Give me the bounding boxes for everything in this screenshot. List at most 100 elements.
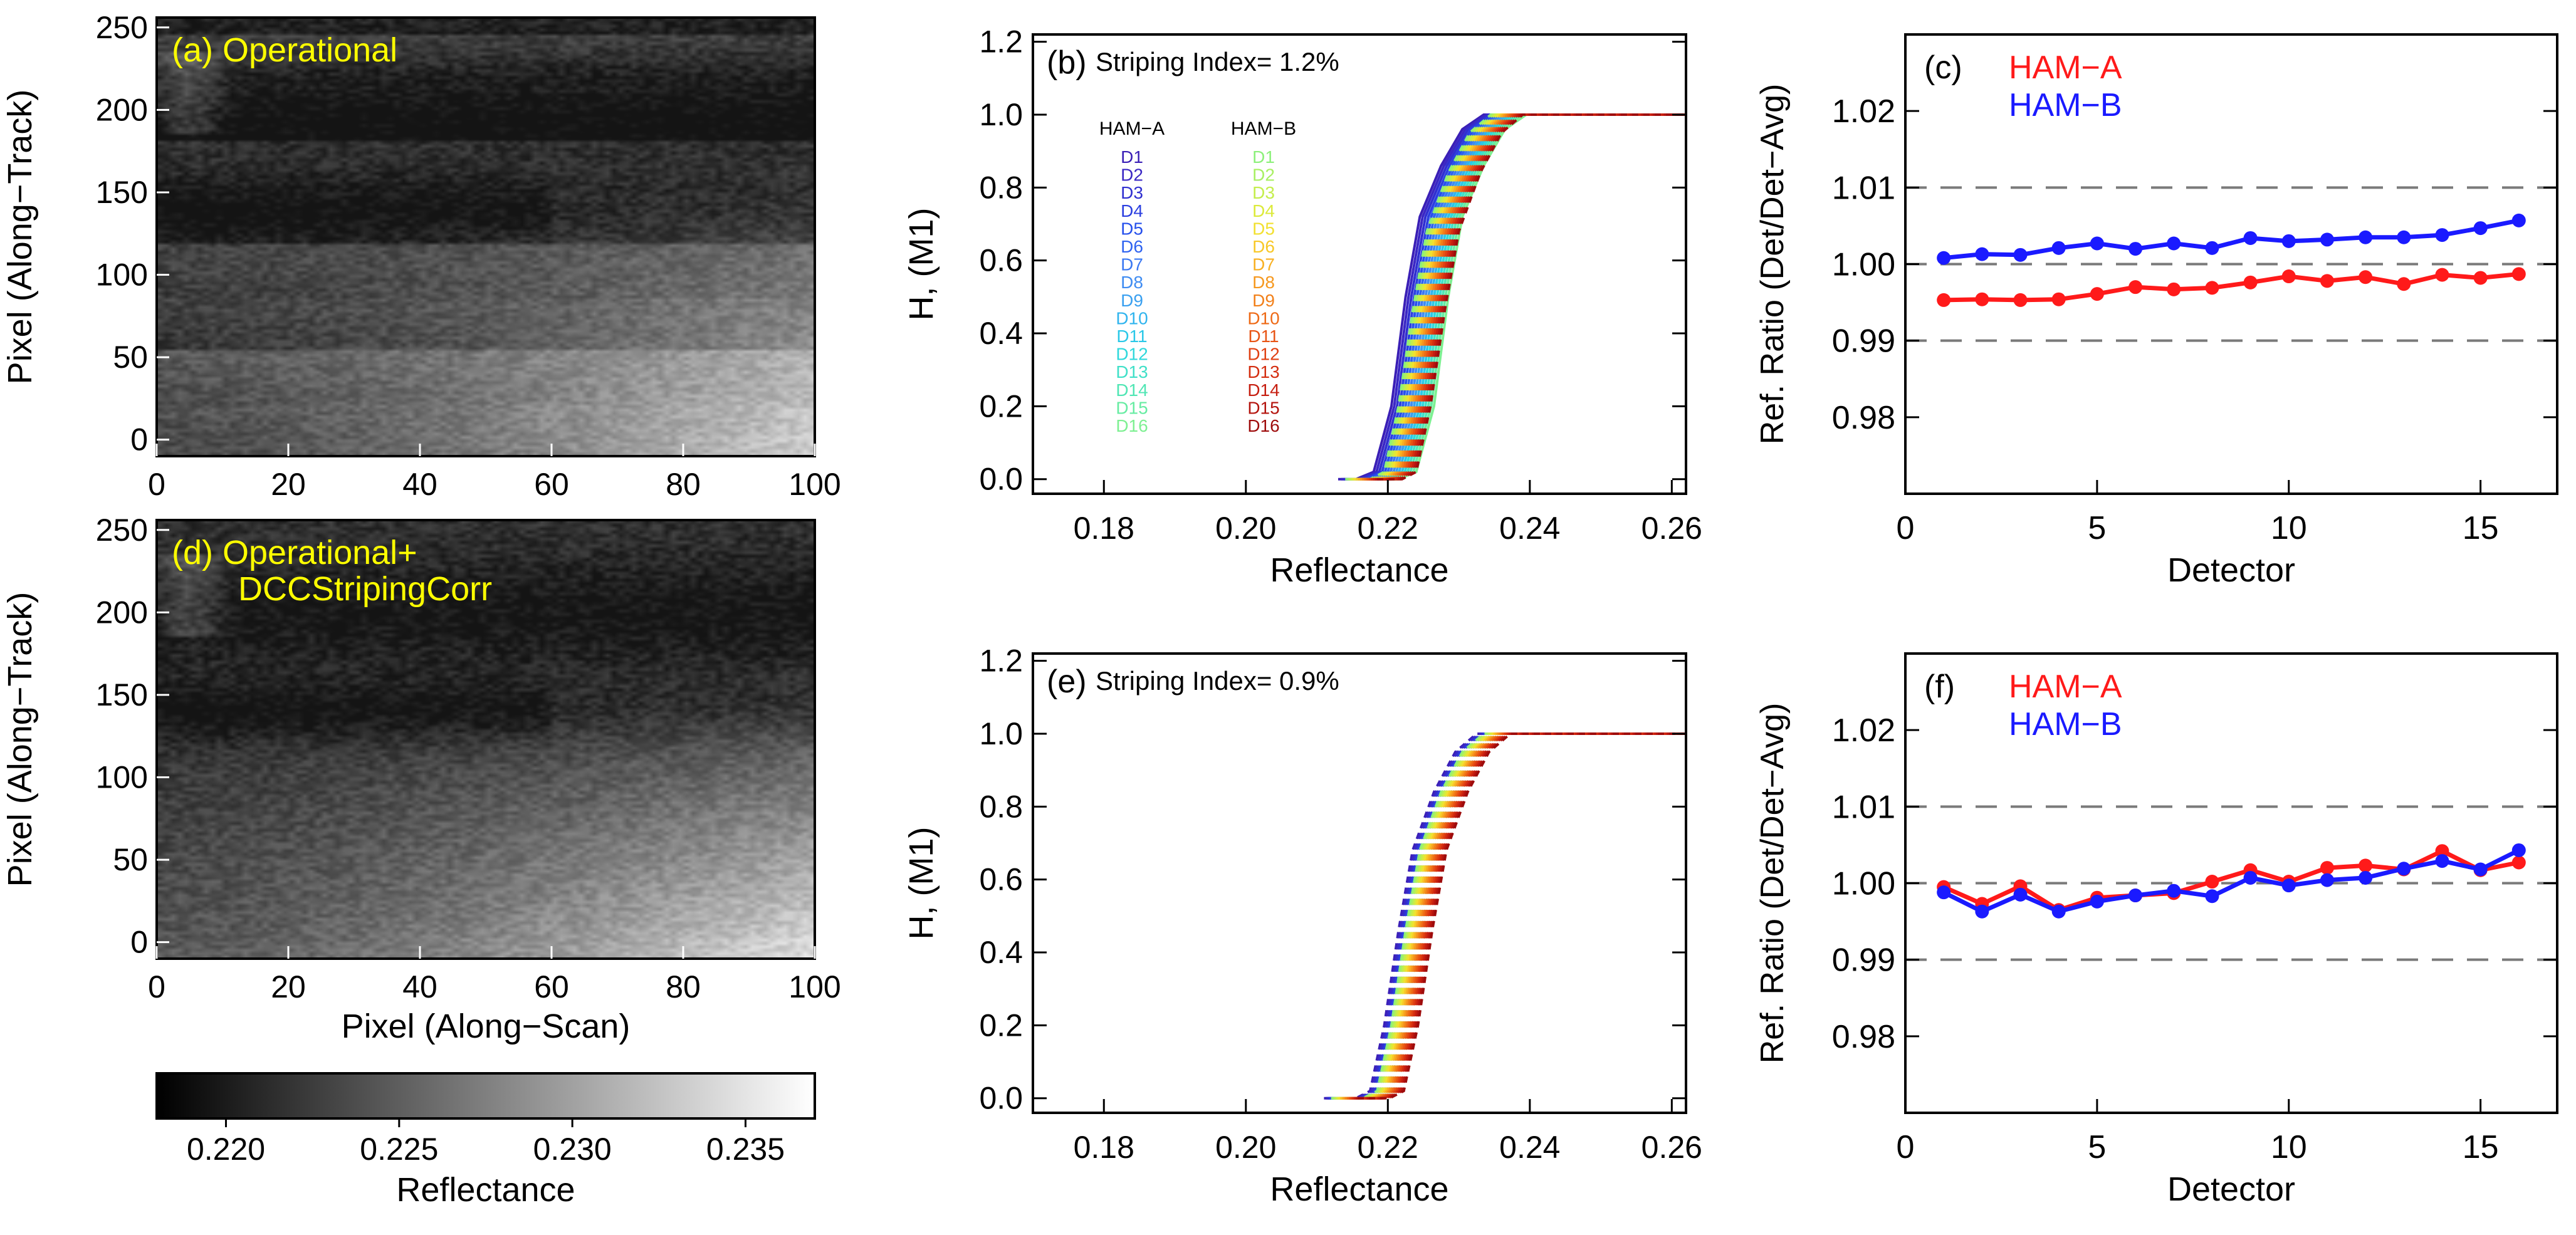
curve-ham-b-d5 [1353,113,1686,481]
y-axis-label: Ref. Ratio (Det/Det−Avg) [1754,703,1791,1064]
legend-ham-b-d1: D1 [1252,147,1275,167]
x-tick-label: 0.24 [1499,511,1560,546]
legend-ham-b-d5: D5 [1252,219,1275,238]
plot-frame [1032,33,1687,495]
legend-ham-b-d6: D6 [1252,237,1275,256]
x-axis-label: Detector [2167,1170,2295,1208]
curve-ham-a-d1 [1324,732,1672,1100]
series-point-ham-a [2511,855,2526,870]
panel-label-line2: DCCStripingCorr [238,570,492,608]
legend-ham-a-d8: D8 [1121,273,1143,292]
series-point-ham-b [2243,231,2258,245]
legend-ham-b-d11: D11 [1248,326,1279,346]
x-tick-label: 60 [534,467,569,502]
series-line-ham-b [1943,218,2520,261]
y-axis-label: Ref. Ratio (Det/Det−Avg) [1754,84,1791,445]
curve-ham-b-d8 [1360,113,1686,481]
heatmap-image [157,520,815,959]
series-point-ham-b [2359,230,2373,244]
curve-ham-b-d1 [1345,113,1686,481]
legend-ham-b-d15: D15 [1247,398,1279,417]
x-tick-label: 0 [1897,1129,1915,1165]
x-axis-label: Pixel (Along−Scan) [342,1008,631,1045]
series-point-ham-b [2511,213,2526,227]
striping-index-annotation: Striping Index= 0.9% [1096,666,1339,696]
curve-ham-b-d3 [1349,113,1686,481]
panel-label: (d) Operational+ [172,534,417,571]
panel-label: (e) [1047,664,1087,700]
series-point-ham-a [2013,293,2028,307]
series-point-ham-a [2435,268,2449,282]
curve-ham-b-d4 [1351,113,1686,481]
curve-ham-a-d2 [1326,732,1674,1100]
legend-ham-a-d7: D7 [1121,255,1143,274]
y-tick-label: 0.4 [979,316,1023,351]
series-point-ham-b [2359,870,2373,885]
x-tick-label: 20 [271,467,306,502]
legend-ham-b-d10: D10 [1247,308,1279,328]
colorbar-tick-label: 0.235 [706,1132,785,1167]
x-axis-label: Reflectance [1270,551,1448,589]
legend-ham-b: HAM−B [2009,706,2122,743]
x-tick-label: 5 [2088,510,2106,546]
plot-frame [155,519,816,960]
legend-ham-b-d16: D16 [1247,416,1279,435]
legend-header-ham-a: HAM−A [1099,118,1165,139]
y-tick-label: 0.2 [979,1008,1023,1043]
legend-ham-b-d4: D4 [1252,201,1275,221]
legend-header-ham-b: HAM−B [1231,118,1296,139]
panel-label: (a) Operational [172,31,397,69]
y-tick-label: 0.4 [979,935,1023,970]
legend-ham-a-d5: D5 [1121,219,1143,238]
series-point-ham-a [2090,287,2104,301]
colorbar-tick-label: 0.220 [187,1132,265,1167]
y-tick-label: 1.00 [1832,866,1895,902]
x-tick-label: 80 [666,969,701,1004]
series-point-ham-b [2473,221,2488,236]
series-point-ham-b [1975,904,1989,919]
y-tick-label: 1.2 [979,644,1023,679]
curve-ham-b-d16 [1377,113,1686,481]
x-tick-label: 0.26 [1641,511,1702,546]
y-axis-label: Pixel (Along−Track) [1,592,39,887]
curve-ham-b-d6 [1356,113,1686,481]
x-axis-label: Detector [2167,551,2295,589]
series-point-ham-b [2243,870,2258,885]
series-point-ham-b [2473,862,2488,877]
series-point-ham-b [2435,854,2449,868]
y-tick-label: 0.0 [979,462,1023,497]
x-tick-label: 100 [788,467,840,502]
colorbar: 0.220 0.225 0.230 0.235 Reflectance [155,1072,816,1209]
series-point-ham-b [2090,894,2104,909]
series-point-ham-b [2320,873,2334,887]
colorbar-bar [155,1072,816,1120]
series-point-ham-b [2397,862,2411,876]
legend-ham-b-d3: D3 [1252,183,1275,202]
y-tick-label: 0 [130,422,148,457]
legend-ham-a-d9: D9 [1121,291,1143,310]
y-tick-label: 0.6 [979,243,1023,278]
series-point-ham-a [2320,861,2334,875]
striping-index-annotation: Striping Index= 1.2% [1096,47,1339,76]
series-point-ham-b [2281,878,2296,893]
legend-ham-b-d2: D2 [1252,165,1275,185]
cdf-panel-b: 0.18 0.20 0.22 0.24 0.26 0.0 0.2 0.4 0.6 0.8 1.0 1.… [903,24,1702,589]
curves [1338,113,1686,481]
series-point-ham-b [2205,889,2219,904]
y-tick-label: 1.0 [979,716,1023,751]
legend-ham-a-d14: D14 [1116,380,1148,400]
legend-ham-a-d15: D15 [1116,398,1148,417]
series-point-ham-b [2128,888,2143,903]
x-tick-label: 0.20 [1215,511,1276,546]
x-tick-label: 0.22 [1358,1130,1418,1165]
x-tick-label: 40 [402,467,437,502]
y-tick-label: 150 [96,175,148,210]
legend-ham-a-d6: D6 [1121,237,1143,256]
x-tick-label: 0.26 [1641,1130,1702,1165]
plot-frame [1032,652,1687,1114]
colorbar-tick-label: 0.230 [533,1132,612,1167]
y-tick-label: 1.02 [1832,93,1895,130]
curve-ham-b-d10 [1364,113,1686,481]
